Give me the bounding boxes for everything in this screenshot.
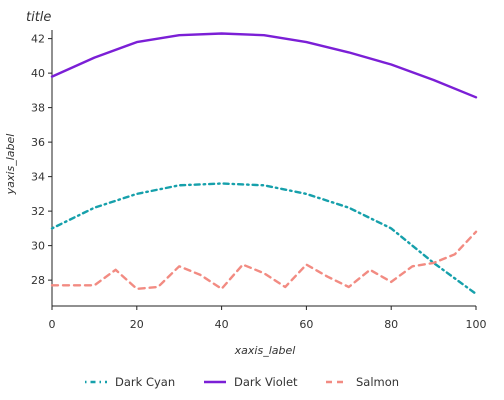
legend: Dark Cyan Dark Violet Salmon xyxy=(85,375,399,389)
x-tick-label: 60 xyxy=(299,318,313,331)
x-tick-label: 0 xyxy=(49,318,56,331)
x-tick-label: 80 xyxy=(384,318,398,331)
y-tick-label: 34 xyxy=(31,171,45,184)
x-tick-label: 20 xyxy=(130,318,144,331)
y-tick-label: 36 xyxy=(31,136,45,149)
series-line-dark-violet xyxy=(50,32,478,99)
axes: 28 30 32 34 36 38 40 42 0 20 40 60 80 100 xyxy=(31,30,487,331)
y-tick-label: 32 xyxy=(31,205,45,218)
series-line-salmon xyxy=(50,230,478,290)
y-tick-label: 38 xyxy=(31,102,45,115)
legend-label-salmon: Salmon xyxy=(356,375,399,389)
x-tick-label: 100 xyxy=(466,318,487,331)
series-line-dark-cyan xyxy=(50,182,478,296)
y-tick-label: 42 xyxy=(31,33,45,46)
x-tick-label: 40 xyxy=(215,318,229,331)
x-axis-title: xaxis_label xyxy=(234,344,296,357)
y-axis-title: yaxis_label xyxy=(4,134,17,196)
legend-label-dark-cyan: Dark Cyan xyxy=(115,375,175,389)
y-tick-label: 30 xyxy=(31,240,45,253)
y-tick-label: 40 xyxy=(31,67,45,80)
series-layer xyxy=(50,32,478,296)
chart-title: title xyxy=(26,10,51,25)
legend-label-dark-violet: Dark Violet xyxy=(234,375,298,389)
y-tick-label: 28 xyxy=(31,274,45,287)
